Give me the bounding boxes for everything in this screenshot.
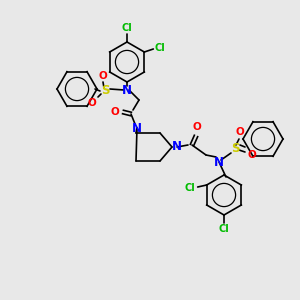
- Text: O: O: [248, 150, 256, 160]
- Text: Cl: Cl: [184, 183, 195, 193]
- Text: O: O: [111, 107, 119, 117]
- Text: N: N: [132, 122, 142, 134]
- Text: Cl: Cl: [155, 43, 166, 53]
- Text: O: O: [193, 122, 201, 132]
- Text: O: O: [236, 127, 244, 137]
- Text: N: N: [172, 140, 182, 154]
- Text: O: O: [99, 71, 107, 81]
- Text: N: N: [122, 85, 132, 98]
- Text: S: S: [101, 85, 109, 98]
- Text: O: O: [88, 98, 96, 108]
- Text: Cl: Cl: [122, 23, 132, 33]
- Text: Cl: Cl: [219, 224, 230, 234]
- Text: S: S: [231, 142, 239, 155]
- Text: N: N: [214, 155, 224, 169]
